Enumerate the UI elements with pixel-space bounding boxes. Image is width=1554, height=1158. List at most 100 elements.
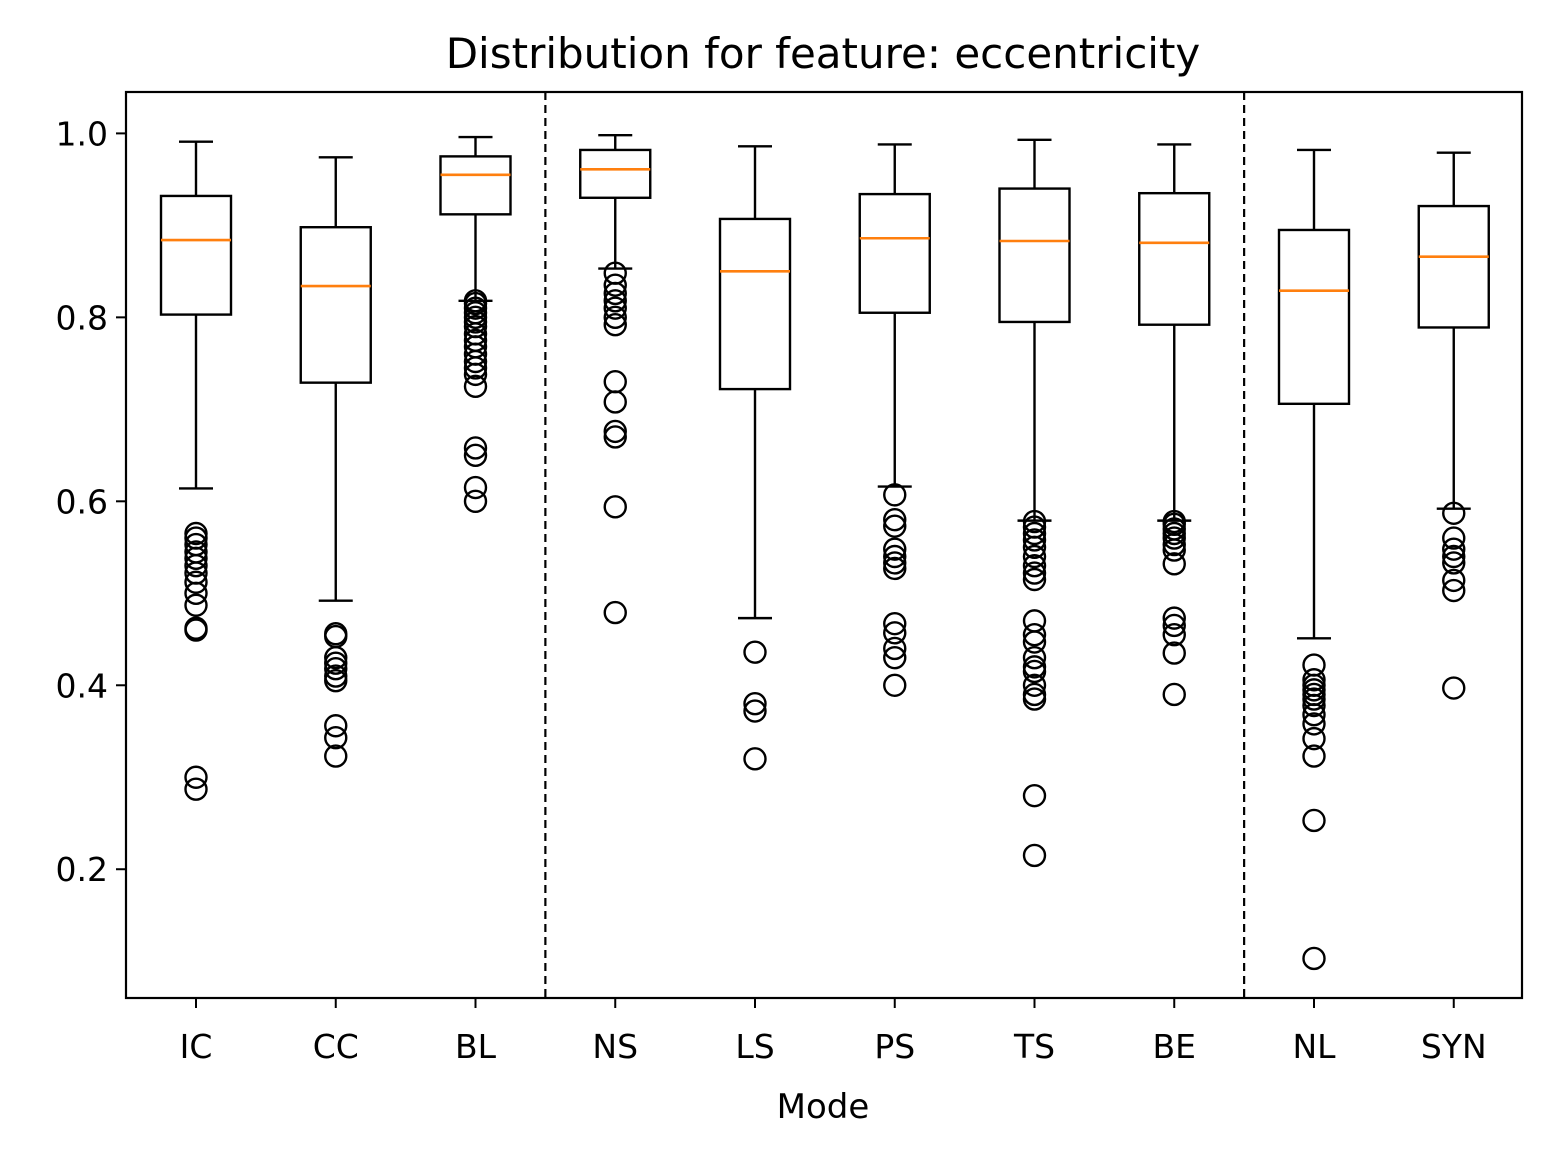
outlier-point bbox=[743, 747, 767, 771]
chart-title: Distribution for feature: eccentricity bbox=[446, 29, 1201, 78]
outlier-point bbox=[603, 313, 627, 337]
outlier-point bbox=[603, 289, 627, 313]
outlier-point bbox=[1022, 567, 1047, 592]
outlier-point bbox=[603, 600, 627, 625]
outlier-point bbox=[184, 593, 208, 617]
outlier-point bbox=[324, 668, 348, 693]
iqr-box bbox=[1277, 228, 1351, 406]
x-tick-label: IC bbox=[180, 1027, 213, 1066]
outlier-point bbox=[1442, 544, 1466, 569]
iqr-box bbox=[159, 194, 233, 316]
x-tick-label: PS bbox=[874, 1027, 915, 1066]
iqr-box bbox=[1138, 191, 1211, 326]
outlier-point bbox=[184, 581, 208, 605]
outlier-point bbox=[1162, 532, 1186, 557]
box-be bbox=[1138, 143, 1211, 707]
outlier-point bbox=[463, 362, 488, 387]
outlier-point bbox=[603, 390, 627, 414]
outlier-point bbox=[1302, 744, 1326, 768]
y-tick-label: 0.8 bbox=[56, 298, 108, 337]
outlier-point bbox=[1022, 521, 1047, 546]
outlier-point bbox=[883, 621, 907, 645]
outlier-point bbox=[1302, 946, 1326, 971]
outlier-point bbox=[1022, 659, 1047, 684]
outlier-point bbox=[184, 616, 208, 640]
outlier-point bbox=[883, 544, 907, 569]
outlier-point bbox=[1302, 712, 1326, 736]
outlier-point bbox=[1022, 544, 1047, 569]
iqr-box bbox=[1417, 204, 1490, 329]
y-tick-label: 0.2 bbox=[56, 850, 108, 889]
outlier-point bbox=[1302, 808, 1326, 833]
outlier-point bbox=[1162, 682, 1186, 707]
outlier-point bbox=[463, 374, 488, 399]
x-tick-label: LS bbox=[735, 1027, 774, 1066]
outlier-point bbox=[463, 349, 488, 374]
outlier-point bbox=[883, 645, 907, 670]
outlier-point bbox=[324, 714, 348, 738]
box-ts bbox=[998, 138, 1071, 868]
x-tick-label: NS bbox=[592, 1027, 638, 1066]
box-nl bbox=[1277, 148, 1351, 971]
outlier-point bbox=[1302, 726, 1326, 751]
outlier-point bbox=[743, 640, 767, 664]
outlier-point bbox=[184, 570, 208, 594]
outlier-point bbox=[324, 657, 348, 681]
outlier-point bbox=[463, 356, 488, 380]
outlier-point bbox=[1162, 622, 1186, 647]
outlier-point bbox=[1442, 526, 1466, 550]
outlier-point bbox=[1022, 622, 1047, 647]
outlier-point bbox=[883, 508, 907, 532]
outlier-point bbox=[1162, 606, 1186, 630]
box-ic bbox=[159, 140, 233, 801]
outlier-point bbox=[1022, 673, 1047, 697]
outlier-point bbox=[1022, 509, 1047, 534]
outlier-point bbox=[1022, 682, 1047, 707]
outlier-point bbox=[1442, 578, 1466, 603]
iqr-box bbox=[858, 192, 931, 314]
outlier-point bbox=[1442, 568, 1466, 593]
x-tick-label: SYN bbox=[1421, 1027, 1487, 1066]
outlier-point bbox=[324, 645, 348, 670]
outlier-point bbox=[324, 744, 348, 768]
y-tick-label: 0.6 bbox=[56, 482, 108, 521]
outlier-point bbox=[463, 489, 488, 514]
outlier-point bbox=[883, 514, 907, 538]
outlier-point bbox=[1022, 553, 1047, 578]
plot-area: 0.2 0.4 0.6 0.8 1.0 IC CC BL NS LS PS TS BE NL SYN bbox=[56, 90, 1524, 1066]
x-tick-label: CC bbox=[313, 1027, 359, 1066]
outlier-point bbox=[184, 553, 208, 578]
outlier-point bbox=[184, 777, 208, 801]
outlier-point bbox=[463, 475, 488, 500]
outlier-point bbox=[1162, 552, 1186, 576]
iqr-box bbox=[299, 226, 372, 384]
outlier-point bbox=[883, 636, 907, 661]
outlier-point bbox=[184, 765, 208, 789]
outlier-point bbox=[1022, 843, 1047, 868]
outlier-point bbox=[1162, 526, 1186, 550]
box-ls bbox=[718, 145, 792, 771]
outlier-point bbox=[743, 691, 767, 716]
outlier-point bbox=[1302, 668, 1326, 692]
outlier-point bbox=[603, 425, 627, 449]
x-tick-label: NL bbox=[1292, 1027, 1336, 1066]
outlier-point bbox=[1442, 676, 1466, 700]
outlier-point bbox=[324, 651, 348, 675]
x-axis-label: Mode bbox=[777, 1087, 870, 1127]
iqr-box bbox=[718, 217, 792, 391]
x-tick-label: BE bbox=[1153, 1027, 1197, 1066]
outlier-point bbox=[1022, 645, 1047, 670]
x-tick-label: BL bbox=[455, 1027, 497, 1066]
iqr-box bbox=[579, 148, 652, 199]
outlier-point bbox=[1302, 703, 1326, 727]
outlier-point bbox=[463, 443, 488, 468]
outlier-point bbox=[603, 296, 627, 320]
outlier-point bbox=[883, 537, 907, 561]
outlier-point bbox=[603, 370, 627, 394]
iqr-box bbox=[439, 155, 512, 216]
outlier-point bbox=[324, 725, 348, 750]
y-tick-label: 0.4 bbox=[56, 666, 108, 705]
outlier-point bbox=[603, 273, 627, 297]
outlier-point bbox=[1162, 641, 1186, 665]
